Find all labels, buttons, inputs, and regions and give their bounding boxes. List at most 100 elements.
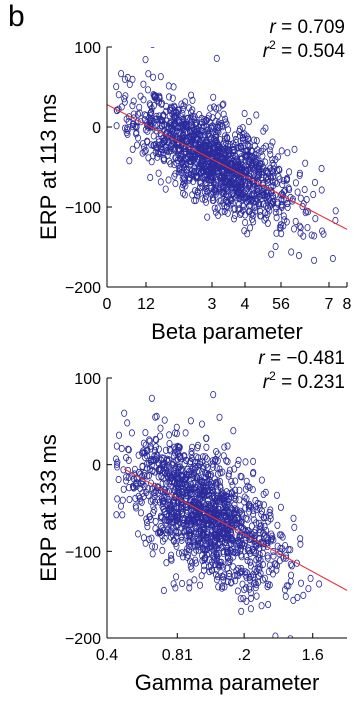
data-point bbox=[265, 567, 272, 576]
data-point bbox=[256, 500, 263, 508]
data-point bbox=[184, 153, 191, 161]
data-point bbox=[239, 131, 246, 139]
data-point bbox=[209, 114, 216, 122]
data-point bbox=[208, 140, 215, 148]
data-point bbox=[291, 145, 298, 153]
x-tick-label: 0 bbox=[103, 296, 112, 313]
data-point bbox=[162, 462, 169, 471]
data-point bbox=[299, 202, 306, 210]
data-point bbox=[197, 179, 204, 187]
data-point bbox=[171, 429, 178, 437]
data-point bbox=[144, 522, 151, 531]
data-point bbox=[148, 394, 155, 402]
data-point bbox=[213, 549, 220, 557]
data-point bbox=[151, 506, 158, 514]
data-point bbox=[191, 576, 198, 584]
data-point bbox=[229, 518, 236, 526]
data-point bbox=[235, 456, 242, 464]
data-point bbox=[203, 434, 210, 442]
data-point bbox=[163, 510, 170, 519]
data-point bbox=[225, 572, 232, 581]
data-point bbox=[175, 151, 182, 159]
data-point bbox=[257, 522, 264, 530]
data-point bbox=[243, 597, 250, 606]
data-point bbox=[175, 529, 182, 537]
data-point bbox=[186, 515, 193, 523]
data-point bbox=[220, 110, 227, 118]
data-point bbox=[171, 172, 178, 180]
data-point bbox=[146, 465, 153, 473]
data-point bbox=[253, 592, 260, 600]
data-point bbox=[216, 413, 223, 421]
data-point bbox=[266, 146, 273, 154]
data-point bbox=[267, 506, 274, 514]
data-point bbox=[286, 168, 293, 176]
data-point bbox=[125, 446, 132, 454]
data-point bbox=[219, 188, 226, 196]
data-point bbox=[220, 511, 227, 520]
data-point bbox=[256, 550, 263, 559]
data-point bbox=[153, 436, 160, 444]
data-point bbox=[119, 511, 126, 519]
scatter-points bbox=[113, 390, 323, 638]
data-point bbox=[265, 580, 272, 588]
data-point bbox=[203, 505, 210, 513]
y-axis-label: ERP at 133 ms bbox=[36, 434, 61, 582]
data-point bbox=[154, 452, 161, 460]
data-point bbox=[187, 417, 194, 425]
data-point bbox=[230, 548, 237, 556]
data-point bbox=[161, 120, 168, 128]
data-point bbox=[136, 109, 143, 117]
data-point bbox=[233, 138, 240, 147]
data-point bbox=[158, 473, 165, 481]
data-point bbox=[151, 468, 158, 476]
data-point bbox=[187, 532, 194, 540]
data-point bbox=[261, 216, 268, 224]
data-point bbox=[216, 197, 223, 205]
data-point bbox=[270, 552, 277, 560]
data-point bbox=[207, 152, 214, 160]
data-point bbox=[148, 158, 155, 166]
data-point bbox=[329, 254, 336, 263]
data-point bbox=[184, 513, 191, 522]
data-point bbox=[214, 573, 221, 581]
data-point bbox=[179, 123, 186, 131]
data-point bbox=[205, 112, 212, 120]
data-point bbox=[248, 190, 255, 199]
data-point bbox=[201, 195, 208, 203]
data-point bbox=[191, 466, 198, 474]
data-point bbox=[191, 196, 198, 205]
data-point bbox=[113, 511, 120, 519]
data-point bbox=[277, 544, 284, 553]
data-point bbox=[263, 174, 270, 182]
data-point bbox=[214, 544, 221, 552]
data-point bbox=[208, 149, 215, 157]
data-point bbox=[209, 486, 216, 494]
data-point bbox=[239, 134, 246, 142]
data-point bbox=[196, 145, 203, 153]
data-point bbox=[170, 537, 177, 545]
data-point bbox=[227, 200, 234, 208]
data-point bbox=[237, 507, 244, 515]
data-point bbox=[179, 579, 186, 588]
data-point bbox=[220, 498, 227, 506]
data-point bbox=[237, 594, 244, 603]
data-point bbox=[297, 535, 304, 543]
data-point bbox=[211, 204, 218, 212]
data-point bbox=[143, 451, 150, 460]
data-point bbox=[190, 536, 197, 544]
data-point bbox=[196, 581, 203, 589]
data-point bbox=[185, 174, 192, 182]
data-point bbox=[121, 95, 128, 103]
data-point bbox=[182, 98, 189, 106]
data-point bbox=[187, 467, 194, 475]
data-point bbox=[311, 178, 318, 187]
r-squared-annotation: r2 = 0.231 bbox=[263, 369, 345, 393]
data-point bbox=[165, 82, 172, 90]
data-point bbox=[137, 92, 144, 100]
data-point bbox=[132, 494, 139, 502]
data-point bbox=[252, 207, 259, 215]
data-point bbox=[203, 116, 210, 125]
data-point bbox=[204, 536, 211, 544]
data-point bbox=[150, 132, 157, 140]
